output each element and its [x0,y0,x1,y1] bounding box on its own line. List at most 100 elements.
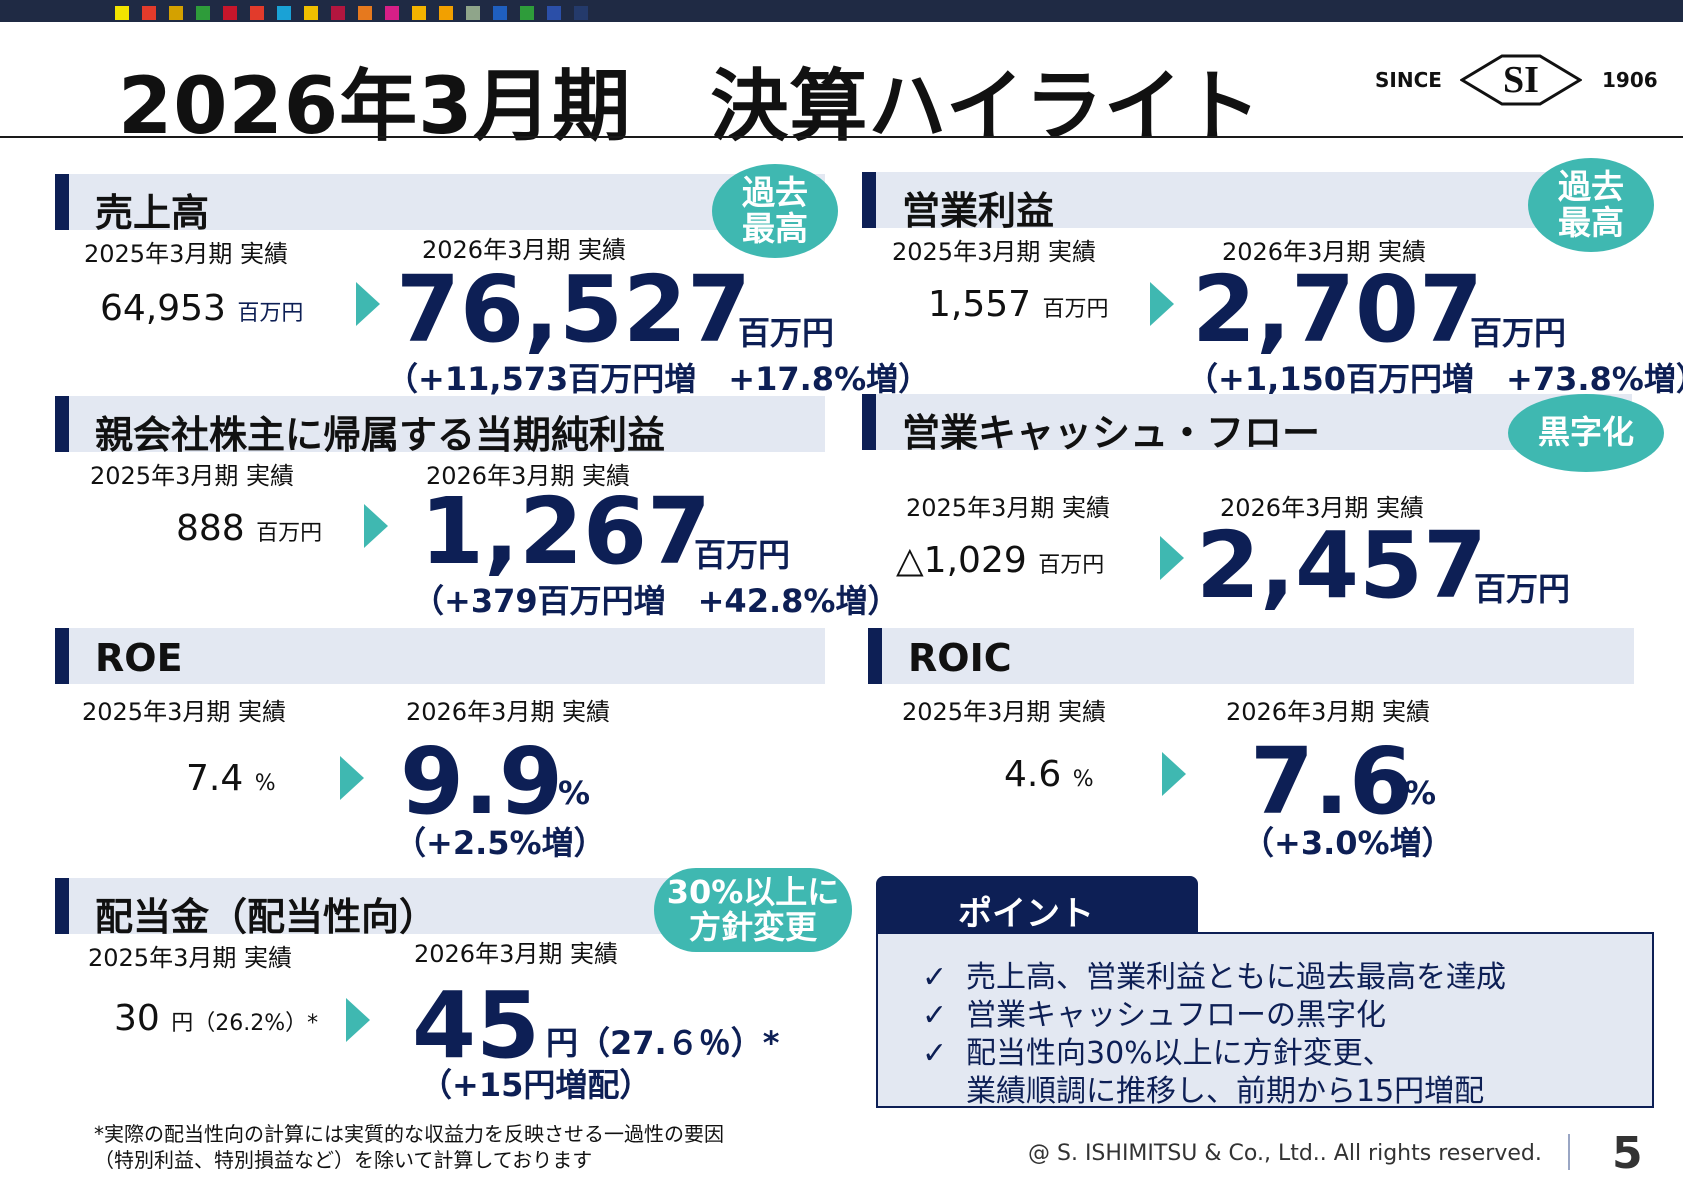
color-swatch [520,6,534,20]
prev-period-label: 2025年3月期 実績 [906,494,1110,522]
current-value: 1,267 [420,478,712,585]
section-header-roe: ROE [55,628,825,684]
change-value: （+1,150百万円増 +73.8%増） [1186,360,1683,398]
color-swatch [331,6,345,20]
turned-positive-badge: 黒字化 [1508,394,1664,472]
color-swatch [439,6,453,20]
points-title: ポイント [958,894,1094,934]
prev-period-label: 2025年3月期 実績 [84,240,288,268]
prev-value: 30 円（26.2%）* [114,998,318,1039]
color-swatch [412,6,426,20]
point-text: 営業キャッシュフローの黒字化 [966,998,1386,1033]
section-accent-bar [55,396,69,452]
prev-value-number: 4.6 [1004,754,1062,795]
section-accent-bar [55,628,69,684]
logo-year-text: 1906 [1602,68,1658,92]
check-icon: ✓ [922,998,948,1033]
section-title: ROE [95,636,183,680]
section-title: 配当金（配当性向） [95,895,438,939]
section-accent-bar [862,394,876,450]
current-value: 2,457 [1196,512,1488,619]
copyright: @ S. ISHIMITSU & Co., Ltd.. All rights r… [1028,1141,1542,1166]
prev-value: 4.6 % [1004,754,1094,795]
prev-value: 888 百万円 [176,508,322,549]
prev-value-number: 64,953 [100,288,226,329]
arrow-right-icon [1150,282,1174,326]
change-value: （+3.0%増） [1242,824,1454,862]
prev-period-label: 2025年3月期 実績 [82,698,286,726]
prev-period-label: 2025年3月期 実績 [88,944,292,972]
section-header-operating-income: 営業利益 [862,172,1632,233]
color-swatch [493,6,507,20]
prev-value-unit: 百万円 [256,521,323,546]
prev-value-number: 1,557 [928,284,1032,325]
change-value: （+379百万円増 +42.8%増） [412,582,900,620]
point-continuation: 業績順調に推移し、前期から15円増配 [966,1074,1485,1109]
prev-value-unit: 百万円 [1042,297,1109,322]
section-title: 売上高 [95,191,210,235]
section-header-net-income: 親会社株主に帰属する当期純利益 [55,396,825,457]
prev-value: 7.4 % [186,758,276,799]
cur-period-label: 2026年3月期 実績 [406,698,610,726]
badge-line: 最高 [742,209,808,248]
section-title: ROIC [908,636,1012,680]
current-value-unit: 百万円 [694,536,791,574]
color-swatch [547,6,561,20]
point-text: 売上高、営業利益ともに過去最高を達成 [966,960,1506,995]
prev-value-number: △1,029 [896,540,1027,581]
arrow-right-icon [356,282,380,326]
policy-change-badge: 30%以上に 方針変更 [654,868,852,952]
prev-value-unit: % [254,771,276,796]
color-swatch [169,6,183,20]
prev-value-unit: 百万円 [237,301,304,326]
cur-period-label: 2026年3月期 実績 [422,236,626,264]
current-value-unit: 円（27.６％）* [546,1024,780,1062]
prev-period-label: 2025年3月期 実績 [90,462,294,490]
section-header-operating-cf: 営業キャッシュ・フロー [862,394,1632,455]
cur-period-label: 2026年3月期 実績 [1226,698,1430,726]
page-title: 2026年3月期 決算ハイライト [118,62,1262,152]
point-item: ✓ 売上高、営業利益ともに過去最高を達成 [922,952,1506,996]
current-value-unit: 百万円 [1474,570,1571,608]
badge-line: 方針変更 [688,908,817,946]
current-value: 45 [412,972,541,1079]
color-swatch [358,6,372,20]
current-value: 76,527 [396,256,752,363]
record-high-badge: 過去 最高 [712,164,838,258]
cur-period-label: 2026年3月期 実績 [426,462,630,490]
prev-period-label: 2025年3月期 実績 [902,698,1106,726]
section-accent-bar [55,174,69,230]
prev-value: △1,029 百万円 [896,540,1104,581]
color-swatch [277,6,291,20]
badge-line: 最高 [1558,203,1624,242]
current-value: 7.6 [1250,728,1413,835]
section-title: 営業キャッシュ・フロー [902,411,1321,455]
section-accent-bar [55,878,69,934]
color-swatch [385,6,399,20]
arrow-right-icon [1162,752,1186,796]
check-icon: ✓ [922,1036,948,1071]
arrow-right-icon [340,756,364,800]
current-value-unit: 百万円 [738,314,835,352]
logo-since-text: SINCE [1375,68,1442,92]
current-value-unit: 百万円 [1470,314,1567,352]
cur-period-label: 2026年3月期 実績 [1220,494,1424,522]
footnote-line: （特別利益、特別損益など）を除いて計算しております [94,1148,593,1172]
current-value: 2,707 [1192,256,1484,363]
change-value: （+2.5%増） [394,824,606,862]
prev-value-unit: % [1072,767,1094,792]
section-header-sales: 売上高 [55,174,825,235]
color-swatch [196,6,210,20]
color-swatch [115,6,129,20]
footnote-line: *実際の配当性向の計算には実質的な収益力を反映させる一過性の要因 [94,1122,724,1146]
prev-value: 1,557 百万円 [928,284,1109,325]
section-accent-bar [862,172,876,228]
section-title: 営業利益 [902,189,1055,233]
prev-period-label: 2025年3月期 実績 [892,238,1096,266]
arrow-right-icon [346,998,370,1042]
current-value: 9.9 [400,728,563,835]
page-number: 5 [1612,1128,1643,1179]
section-accent-bar [868,628,882,684]
prev-value-number: 7.4 [186,758,244,799]
current-value-unit: % [1404,774,1437,812]
